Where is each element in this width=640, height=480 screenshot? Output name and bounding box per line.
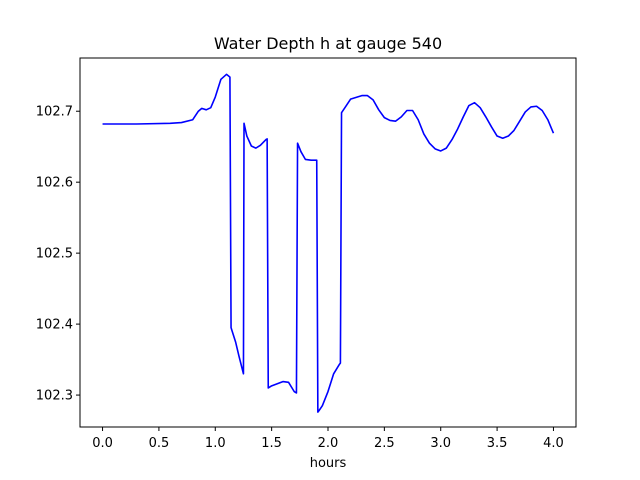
chart-title: Water Depth h at gauge 540 <box>214 34 442 53</box>
y-axis: 102.3 102.4 102.5 102.6 102.7 <box>36 105 80 404</box>
series-layer <box>102 73 555 413</box>
plot-area <box>80 58 576 427</box>
y-tick-label: 102.6 <box>36 176 73 191</box>
x-tick-label: 2.5 <box>374 436 395 451</box>
water-depth-series-line <box>102 73 555 413</box>
y-tick-label: 102.3 <box>36 389 73 404</box>
y-tick-label: 102.7 <box>36 105 73 120</box>
x-axis: 0.0 0.5 1.0 1.5 2.0 2.5 3.0 3.5 4.0 <box>92 427 564 451</box>
x-tick-label: 2.0 <box>318 436 339 451</box>
x-tick-label: 4.0 <box>543 436 564 451</box>
x-tick-label: 3.0 <box>430 436 451 451</box>
x-tick-label: 3.5 <box>487 436 508 451</box>
x-tick-label: 0.5 <box>149 436 170 451</box>
x-tick-label: 1.0 <box>205 436 226 451</box>
x-tick-label: 1.5 <box>261 436 282 451</box>
x-tick-label: 0.0 <box>92 436 113 451</box>
y-tick-label: 102.4 <box>36 318 73 333</box>
y-tick-label: 102.5 <box>36 247 73 262</box>
x-axis-title: hours <box>310 456 347 471</box>
